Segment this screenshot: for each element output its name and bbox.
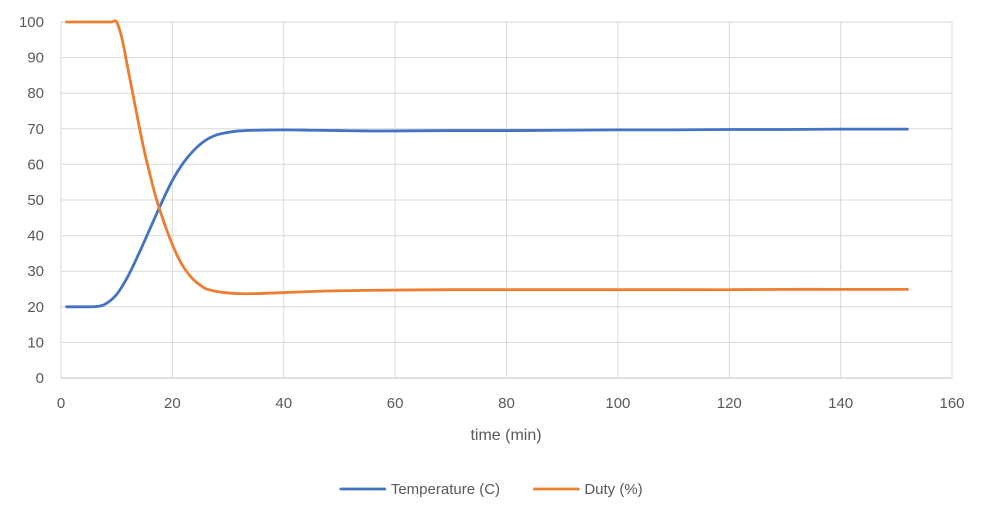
legend-label: Temperature (C) [391, 481, 500, 498]
y-tick-label: 40 [27, 228, 44, 245]
y-tick-label: 20 [27, 299, 44, 316]
y-tick-label: 50 [27, 192, 44, 209]
x-tick-label: 140 [828, 395, 853, 412]
y-tick-label: 100 [19, 14, 44, 31]
y-tick-label: 0 [36, 370, 44, 387]
x-axis-tick-labels: 0 20 40 60 80 100 120 140 160 [57, 395, 965, 412]
x-tick-label: 60 [387, 395, 404, 412]
series-line-1 [65, 19, 909, 296]
x-axis-title: time (min) [470, 427, 541, 444]
y-tick-label: 90 [27, 50, 44, 67]
y-axis-tick-labels: 0 10 20 30 40 50 60 70 80 90 100 [19, 14, 44, 387]
x-tick-label: 80 [498, 395, 515, 412]
y-tick-label: 80 [27, 85, 44, 102]
x-tick-label: 0 [57, 395, 65, 412]
x-tick-label: 100 [605, 395, 630, 412]
series-lines [65, 19, 909, 309]
y-tick-label: 10 [27, 334, 44, 351]
x-tick-label: 20 [164, 395, 181, 412]
x-tick-label: 120 [717, 395, 742, 412]
gridlines [60, 21, 953, 379]
y-tick-label: 70 [27, 121, 44, 138]
y-tick-label: 60 [27, 156, 44, 173]
legend: Temperature (C) Duty (%) [339, 481, 643, 498]
x-tick-label: 40 [275, 395, 292, 412]
legend-label: Duty (%) [584, 481, 642, 498]
series-line-0 [65, 127, 909, 309]
x-tick-label: 160 [939, 395, 964, 412]
y-tick-label: 30 [27, 263, 44, 280]
